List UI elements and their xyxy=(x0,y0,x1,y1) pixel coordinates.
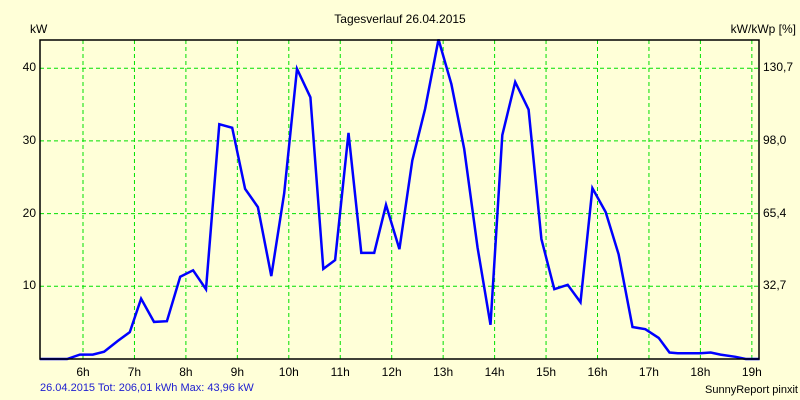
plot-frame xyxy=(39,39,760,360)
x-tick: 8h xyxy=(179,365,193,379)
x-tick: 6h xyxy=(76,365,90,379)
x-tick: 13h xyxy=(433,365,454,379)
x-tick: 10h xyxy=(278,365,299,379)
y-axis-label-right: kW/kWp [%] xyxy=(730,22,796,36)
y-tick-left: 10 xyxy=(22,278,36,293)
y-axis-label-left: kW xyxy=(30,22,48,36)
y-tick-right: 65,4 xyxy=(763,205,787,220)
y-tick-right: 98,0 xyxy=(763,132,787,147)
y-tick-left: 20 xyxy=(22,205,36,220)
y-tick-left: 40 xyxy=(22,60,36,75)
x-tick: 11h xyxy=(330,365,350,379)
x-tick: 12h xyxy=(381,365,402,379)
x-tick: 19h xyxy=(741,365,762,379)
credit-label: SunnyReport pinxit xyxy=(705,384,798,396)
x-tick: 7h xyxy=(127,365,142,379)
x-tick: 15h xyxy=(536,365,557,379)
x-tick: 16h xyxy=(587,365,608,379)
grid-lines xyxy=(40,40,759,359)
x-tick: 14h xyxy=(484,365,505,379)
x-tick: 18h xyxy=(690,365,711,379)
daily-summary: 26.04.2015 Tot: 206,01 kWh Max: 43,96 kW xyxy=(40,382,254,394)
power-line xyxy=(39,39,760,361)
y-tick-right: 32,7 xyxy=(763,278,787,293)
x-tick: 17h xyxy=(638,365,659,379)
y-tick-left: 30 xyxy=(22,132,36,147)
x-tick: 9h xyxy=(230,365,245,379)
chart-title: Tagesverlauf 26.04.2015 xyxy=(334,12,466,26)
y-tick-right: 130,7 xyxy=(763,60,794,75)
